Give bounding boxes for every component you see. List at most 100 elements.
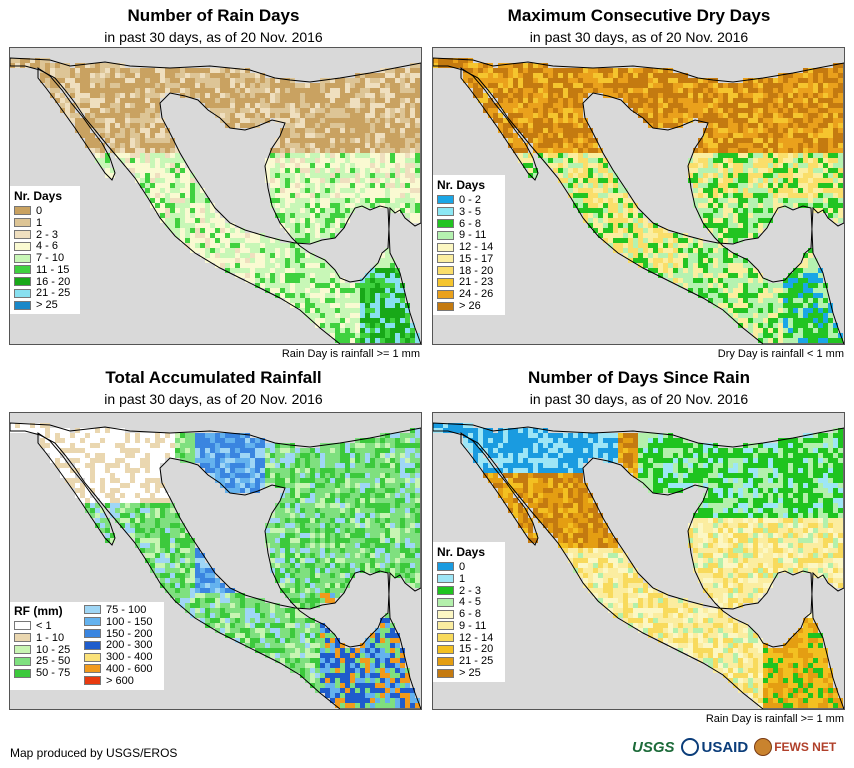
legend-item: 1 - 10 xyxy=(14,632,78,644)
legend-label: > 25 xyxy=(36,299,58,312)
legend-item: 21 - 25 xyxy=(14,287,76,300)
legend-label: 300 - 400 xyxy=(106,651,153,664)
legend-swatch xyxy=(14,229,31,239)
baja-border xyxy=(37,67,116,181)
legend-swatch xyxy=(437,195,454,205)
days-since-rain-subtitle: in past 30 days, as of 20 Nov. 2016 xyxy=(529,391,749,407)
legend-swatch xyxy=(437,207,454,217)
legend-swatch xyxy=(437,266,454,276)
legend-label: 400 - 600 xyxy=(106,662,153,675)
legend-swatch xyxy=(84,605,101,615)
legend-item: 4 - 6 xyxy=(14,240,76,252)
legend-item: 11 - 15 xyxy=(14,264,76,276)
legend-swatch xyxy=(437,609,454,619)
legend-item: 300 - 400 xyxy=(84,651,158,663)
legend-swatch xyxy=(14,218,31,228)
map-raster xyxy=(10,413,421,709)
legend-swatch xyxy=(14,300,31,310)
country-border xyxy=(433,57,844,344)
legend-label: 11 - 15 xyxy=(36,263,70,276)
legend-item: > 25 xyxy=(14,299,76,311)
usaid-seal-icon xyxy=(680,738,699,756)
legend-label: 21 - 23 xyxy=(459,276,494,289)
legend-swatch xyxy=(14,241,31,251)
legend-swatch xyxy=(14,265,31,275)
legend-label: 6 - 8 xyxy=(459,608,482,621)
legend-swatch xyxy=(437,633,454,643)
legend-label: 1 xyxy=(36,216,43,229)
legend-item: 12 - 14 xyxy=(437,632,501,644)
legend-item: 4 - 5 xyxy=(437,596,501,608)
legend-title: Nr. Days xyxy=(437,178,486,192)
legend-swatch xyxy=(437,254,454,264)
legend-label: 25 - 50 xyxy=(36,655,71,668)
legend-item: 18 - 20 xyxy=(437,265,501,277)
legend-item: 0 xyxy=(437,561,501,573)
legend-label: 21 - 25 xyxy=(459,655,494,668)
legend-item: 2 - 3 xyxy=(14,229,76,241)
legend-item: 10 - 25 xyxy=(14,644,78,656)
legend-label: 9 - 11 xyxy=(459,229,487,242)
legend-item: 2 - 3 xyxy=(437,585,501,597)
legend-item: 21 - 23 xyxy=(437,276,501,289)
legend-swatch xyxy=(437,289,454,299)
legend-item: 15 - 17 xyxy=(437,253,501,265)
legend-swatch xyxy=(437,301,454,311)
legend-item: 12 - 14 xyxy=(437,241,501,253)
legend-swatch xyxy=(437,668,454,678)
legend-item: 15 - 20 xyxy=(437,643,501,655)
legend-swatch xyxy=(437,562,454,572)
legend-label: 4 - 6 xyxy=(36,240,59,253)
legend-item: 16 - 20 xyxy=(14,276,76,288)
logo-strip: USGS USAID FEWS NET xyxy=(632,738,836,756)
legend-item: > 26 xyxy=(437,300,501,312)
legend-swatch xyxy=(84,664,101,674)
legend-title: RF (mm) xyxy=(14,604,63,618)
usgs-logo: USGS xyxy=(632,738,675,756)
legend-swatch xyxy=(14,656,31,666)
country-border xyxy=(10,57,421,344)
legend-item: 50 - 75 xyxy=(14,667,78,679)
legend-swatch xyxy=(437,621,454,631)
baja-border xyxy=(37,432,116,546)
legend-swatch xyxy=(437,218,454,228)
legend-swatch xyxy=(437,230,454,240)
legend-label: 2 - 3 xyxy=(459,584,482,597)
dry-days-note: Dry Day is rainfall < 1 mm xyxy=(717,348,844,360)
legend-swatch xyxy=(437,644,454,654)
legend-swatch xyxy=(14,288,31,298)
legend-item: 21 - 25 xyxy=(437,655,501,667)
legend-swatch xyxy=(14,621,31,631)
legend-label: 12 - 14 xyxy=(459,241,494,254)
legend-label: > 25 xyxy=(459,667,481,680)
legend-swatch xyxy=(84,628,101,638)
baja-border xyxy=(460,432,539,546)
legend-item: 9 - 11 xyxy=(437,229,501,241)
legend-swatch xyxy=(437,242,454,252)
fews-net-logo-text: FEWS NET xyxy=(774,740,837,754)
country-border xyxy=(10,422,421,709)
legend-swatch xyxy=(14,668,31,678)
legend-label: 3 - 5 xyxy=(459,205,482,218)
legend-title: Nr. Days xyxy=(14,189,63,203)
legend-label: > 600 xyxy=(106,674,134,687)
legend-item: > 600 xyxy=(84,675,158,687)
land-cells xyxy=(433,58,843,343)
legend-label: 0 xyxy=(459,560,466,573)
legend-label: < 1 xyxy=(36,619,52,632)
legend-item: 100 - 150 xyxy=(84,616,158,628)
legend-label: 6 - 8 xyxy=(459,217,482,230)
rainfall-subtitle: in past 30 days, as of 20 Nov. 2016 xyxy=(104,391,323,407)
legend-item: 6 - 8 xyxy=(437,218,501,230)
legend-label: 18 - 20 xyxy=(459,264,494,277)
legend-item: 0 xyxy=(14,205,76,217)
legend-label: 16 - 20 xyxy=(36,275,71,288)
legend-label: > 26 xyxy=(459,300,481,313)
legend-label: 21 - 25 xyxy=(36,287,71,300)
legend-label: 0 xyxy=(36,204,43,217)
legend-swatch xyxy=(84,652,101,662)
legend-item: 25 - 50 xyxy=(14,655,78,667)
